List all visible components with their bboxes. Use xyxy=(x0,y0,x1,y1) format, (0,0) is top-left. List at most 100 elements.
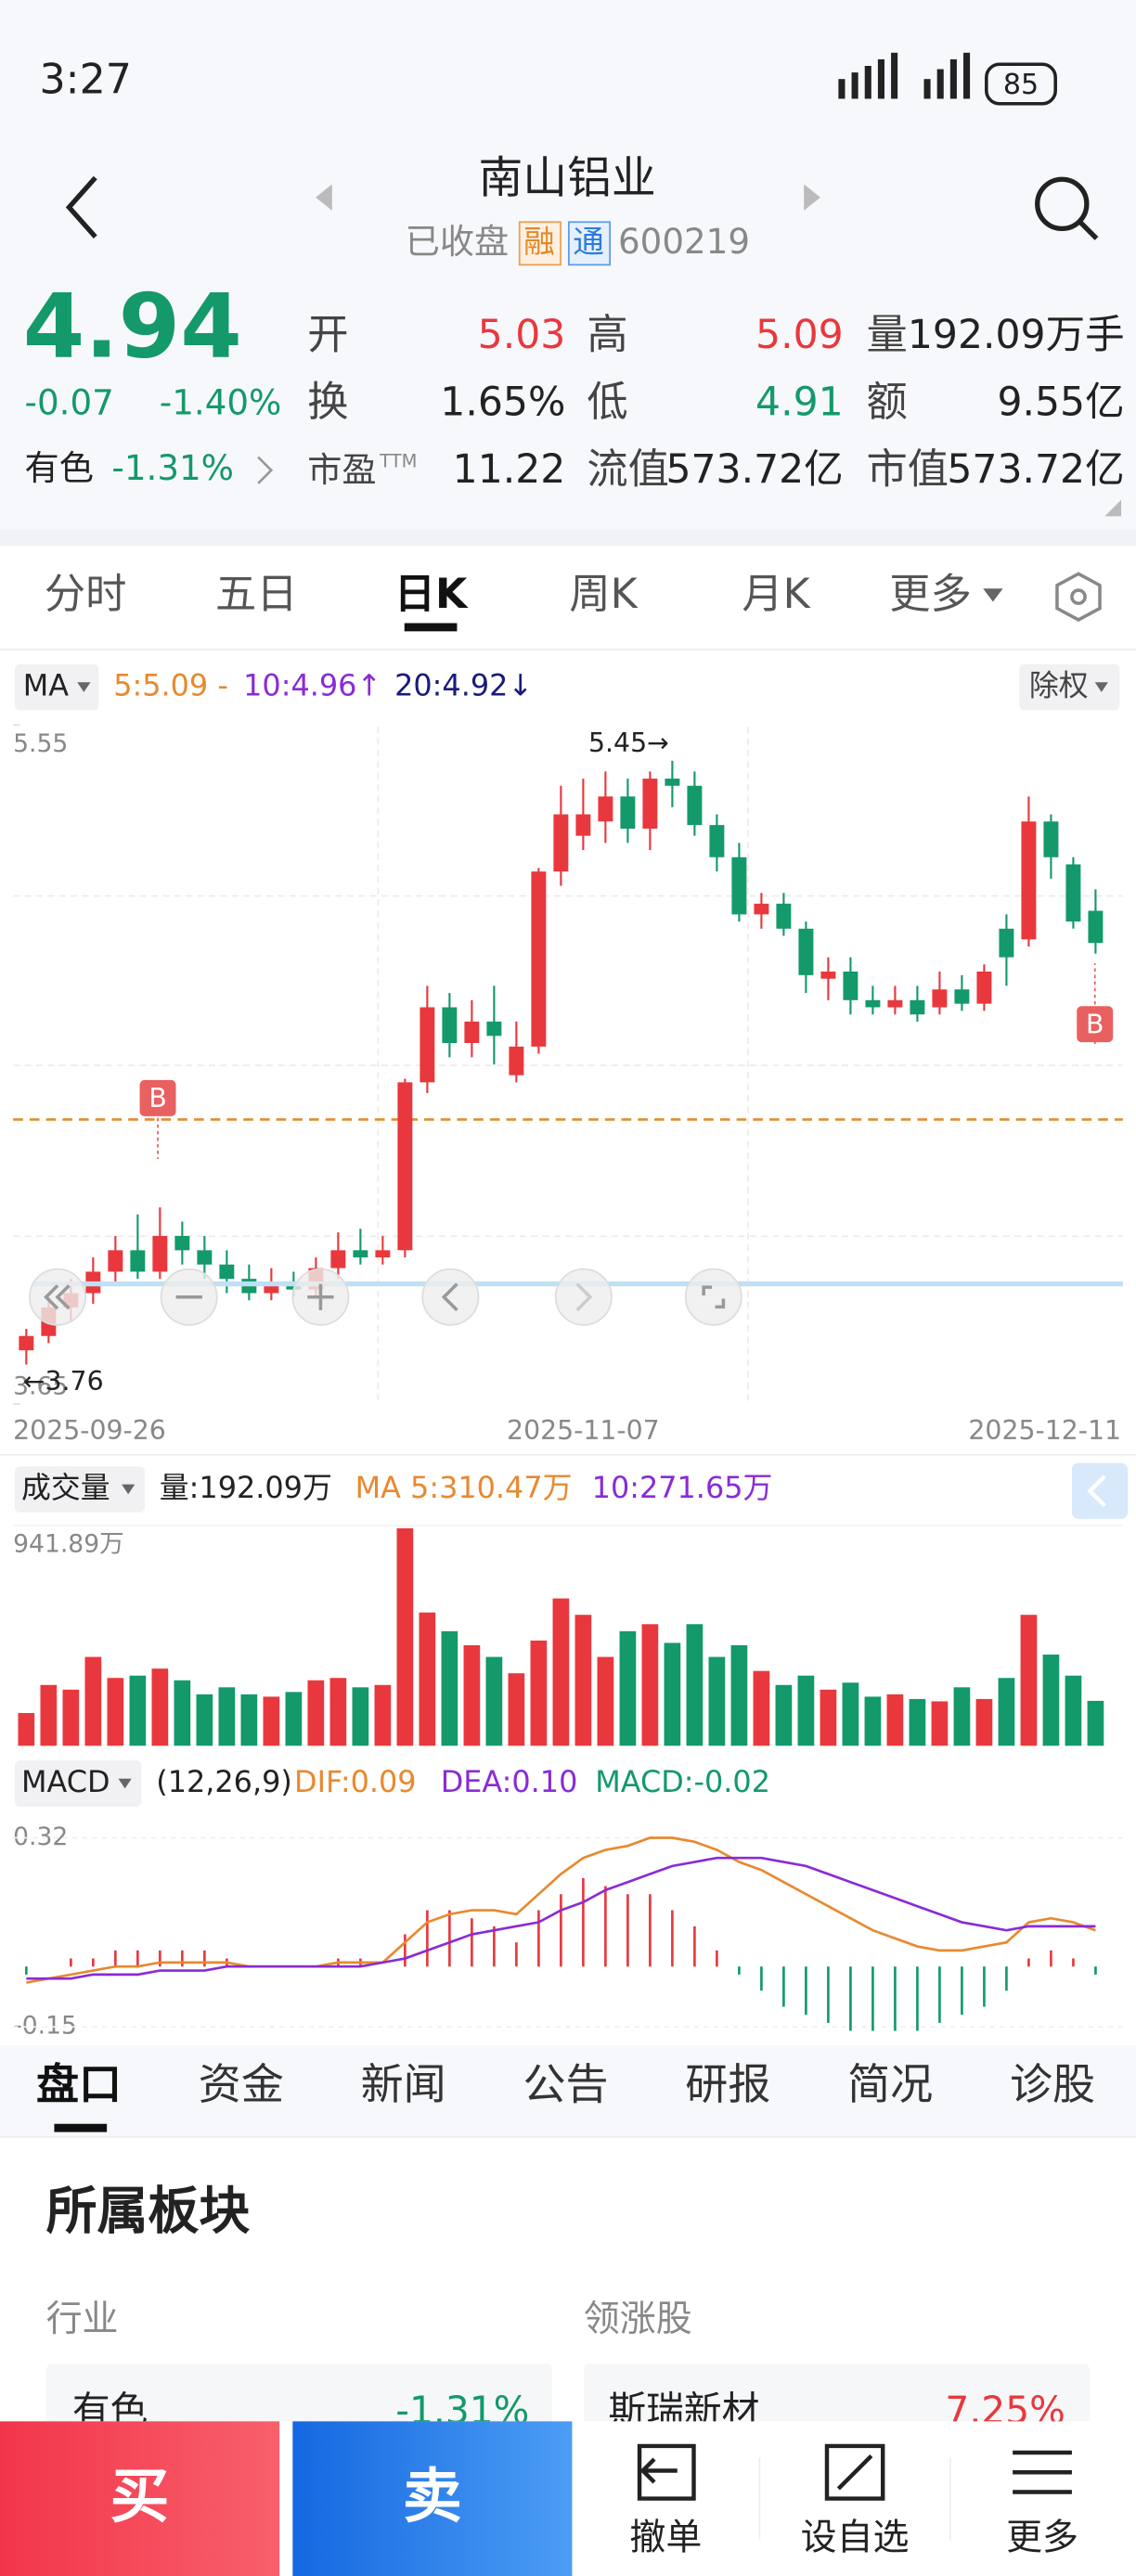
volume-bar xyxy=(62,1689,80,1746)
detail-tab[interactable]: 简况 xyxy=(847,2059,933,2109)
dropdown-arrow xyxy=(983,588,1003,602)
detail-tab[interactable]: 诊股 xyxy=(1010,2059,1095,2109)
candle-body xyxy=(575,814,591,836)
y-tick-label: 0.32 xyxy=(13,1823,68,1851)
volume-now: 量:192.09万 xyxy=(160,1470,332,1505)
high-annotation: 5.45→ xyxy=(588,728,669,758)
candle-body xyxy=(420,1007,435,1083)
volume-bar xyxy=(797,1675,815,1746)
candle-body xyxy=(1043,821,1059,857)
volume-bar xyxy=(84,1656,102,1746)
macd-indicator: MACD xyxy=(21,1764,110,1799)
volume-bar xyxy=(1042,1655,1060,1746)
detail-tab[interactable]: 研报 xyxy=(685,2059,770,2109)
volume-bar xyxy=(352,1687,369,1746)
price-change: -0.07 xyxy=(25,381,114,422)
volume-bar xyxy=(107,1678,124,1746)
candle-body xyxy=(754,903,769,915)
volume-bar xyxy=(40,1684,58,1746)
volume-bar xyxy=(1087,1700,1104,1746)
candle-body xyxy=(687,785,703,826)
volume-bar xyxy=(174,1680,191,1746)
candle-body xyxy=(174,1235,190,1251)
volume-bar xyxy=(240,1694,258,1746)
dropdown-arrow xyxy=(122,1484,136,1495)
field-value: 11.22 xyxy=(453,447,566,493)
prev-stock[interactable] xyxy=(316,184,332,211)
battery: 85 xyxy=(1003,69,1039,101)
period-tab[interactable]: 月K xyxy=(742,571,810,618)
candle-body xyxy=(1088,910,1104,944)
candle-body xyxy=(442,1007,458,1043)
cancel-label[interactable]: 撤单 xyxy=(629,2517,702,2558)
volume-bar xyxy=(597,1656,614,1746)
candle-body xyxy=(865,999,881,1008)
volume-bar xyxy=(686,1624,704,1746)
search-button[interactable] xyxy=(1035,176,1099,240)
macd-value: MACD:-0.02 xyxy=(595,1764,770,1799)
stock-name: 南山铝业 xyxy=(478,153,655,204)
field-value: 192.09万手 xyxy=(908,313,1125,358)
volume-bar xyxy=(196,1694,213,1746)
volume-bar xyxy=(508,1673,525,1746)
period-tab[interactable]: 周K xyxy=(569,571,638,618)
candle-body xyxy=(464,1021,480,1043)
indicator-box[interactable] xyxy=(14,1466,145,1513)
buy-button[interactable] xyxy=(0,2421,280,2576)
volume-bar xyxy=(552,1598,570,1746)
volume-bar xyxy=(775,1684,793,1746)
detail-tab[interactable]: 资金 xyxy=(199,2059,284,2109)
candle-body xyxy=(152,1235,168,1272)
settings-button[interactable] xyxy=(1055,572,1102,622)
sell-button[interactable] xyxy=(292,2421,573,2576)
volume-bar xyxy=(753,1670,770,1746)
candle-body xyxy=(553,814,569,872)
sell-label: 卖 xyxy=(403,2463,462,2531)
status-icons xyxy=(838,52,1057,106)
back-button[interactable] xyxy=(65,175,97,238)
separator xyxy=(0,529,1136,547)
candle-body xyxy=(1065,864,1081,922)
candle-body xyxy=(887,999,903,1008)
tabs-bg xyxy=(0,2044,1136,2137)
volume-bar xyxy=(953,1687,971,1746)
adjust-box[interactable] xyxy=(1019,663,1120,711)
watch-label[interactable]: 设自选 xyxy=(801,2517,910,2558)
detail-tab[interactable]: 新闻 xyxy=(361,2059,446,2109)
volume-bar xyxy=(998,1678,1015,1746)
detail-tab[interactable]: 公告 xyxy=(523,2059,608,2109)
candle-body xyxy=(330,1250,346,1269)
zoom-controls[interactable] xyxy=(28,1268,742,1326)
volume-bar xyxy=(263,1696,280,1746)
next-stock[interactable] xyxy=(804,184,820,211)
dropdown-arrow xyxy=(118,1778,132,1789)
candle-body xyxy=(954,989,970,1004)
ma5-label: 5:5.09 - xyxy=(113,668,228,703)
volume-bar xyxy=(619,1630,637,1746)
more-label[interactable]: 更多 xyxy=(1006,2517,1078,2558)
last-price: 4.94 xyxy=(23,274,242,378)
clock: 3:27 xyxy=(40,57,132,104)
detail-tab[interactable]: 盘口 xyxy=(36,2059,122,2109)
volume-ma10: 10:271.65万 xyxy=(592,1470,773,1505)
candle-body xyxy=(197,1250,213,1265)
period-tab[interactable]: 更多 xyxy=(889,571,972,618)
candle-body xyxy=(976,971,992,1004)
period-tab[interactable]: 分时 xyxy=(45,571,127,618)
y-tick-label: -0.15 xyxy=(13,2012,77,2041)
candle-body xyxy=(353,1250,368,1258)
field-label: 低 xyxy=(587,379,627,426)
period-tab[interactable]: 五日 xyxy=(215,571,298,618)
volume-bar xyxy=(820,1689,837,1746)
sector-pct[interactable]: -1.31% xyxy=(111,447,234,488)
x-tick-label: 2025-09-26 xyxy=(13,1415,166,1446)
side-panel-toggle[interactable] xyxy=(1071,1462,1129,1519)
indicator-box[interactable] xyxy=(14,1760,142,1807)
volume-bar xyxy=(886,1694,904,1746)
volume-bar xyxy=(975,1698,993,1746)
indicator-box[interactable] xyxy=(14,663,99,711)
period-tab[interactable]: 日K xyxy=(394,571,469,618)
active-indicator xyxy=(404,623,458,632)
